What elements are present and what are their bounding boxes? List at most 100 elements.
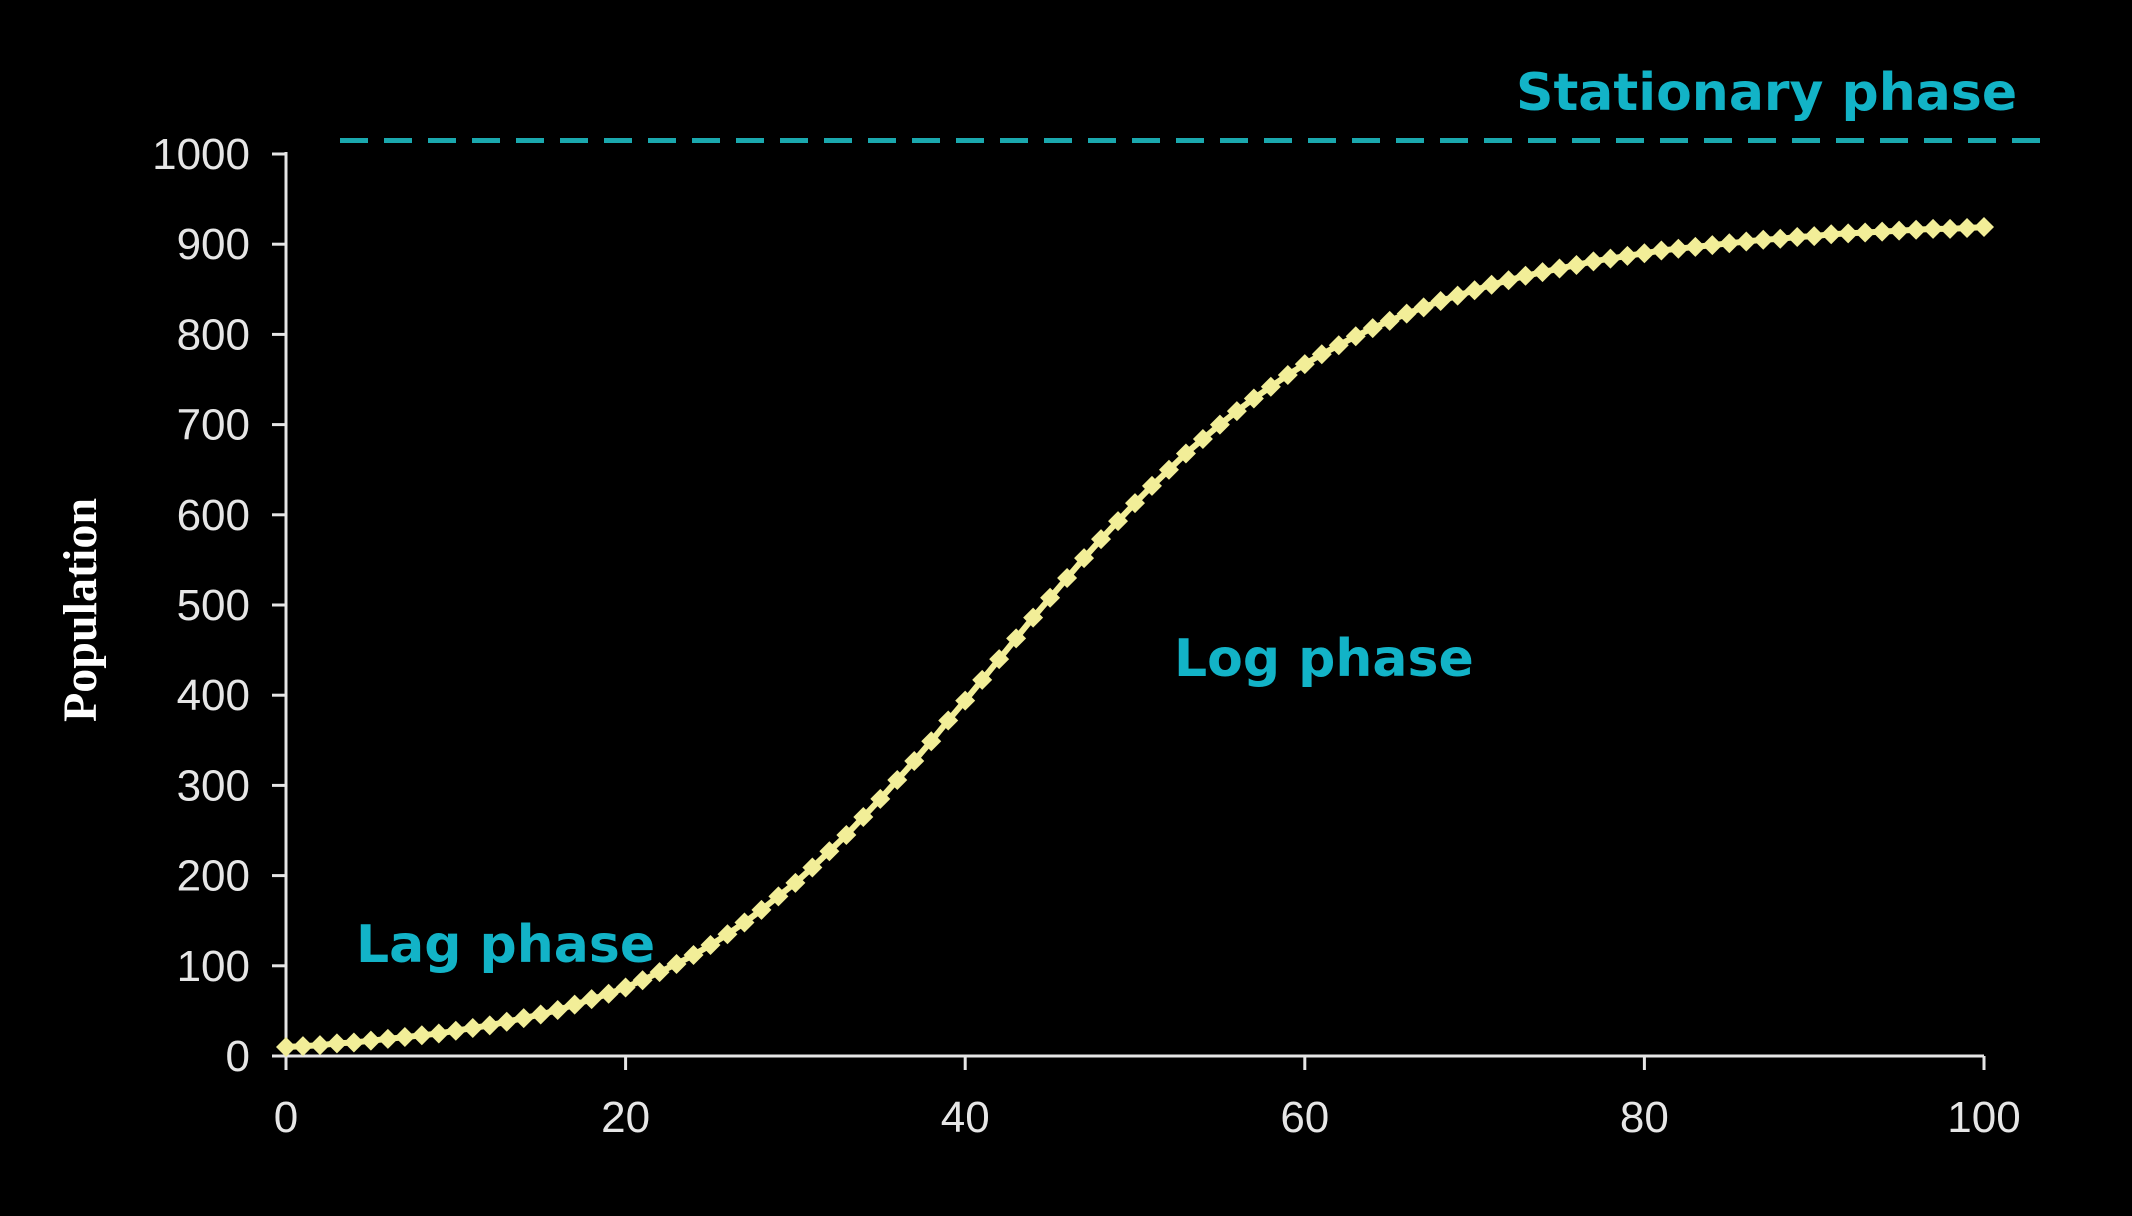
data-point [1226, 401, 1247, 422]
data-point [853, 806, 874, 827]
data-point [1702, 235, 1723, 256]
data-point [1277, 364, 1298, 385]
data-point [598, 983, 619, 1004]
data-point [1192, 429, 1213, 450]
x-tick-label: 40 [941, 1093, 990, 1142]
data-point [1209, 414, 1230, 435]
data-point [445, 1020, 466, 1041]
data-point [955, 690, 976, 711]
y-tick-label: 100 [177, 942, 250, 991]
data-point [1838, 223, 1859, 244]
data-point [411, 1025, 432, 1046]
data-point [632, 970, 653, 991]
data-point [1634, 243, 1655, 264]
data-point [1294, 354, 1315, 375]
data-point [309, 1035, 330, 1056]
data-point [1583, 251, 1604, 272]
data-point [1260, 376, 1281, 397]
data-point [547, 999, 568, 1020]
data-point [717, 924, 738, 945]
annotation-log-phase: Log phase [1174, 629, 1474, 689]
data-point [887, 769, 908, 790]
data-point [1006, 628, 1027, 649]
data-point [1243, 388, 1264, 409]
data-point [1464, 280, 1485, 301]
x-tick-label: 20 [601, 1093, 650, 1142]
data-point [1141, 475, 1162, 496]
y-tick-label: 0 [226, 1032, 250, 1081]
x-tick-label: 100 [1947, 1093, 2020, 1142]
y-axis-label: Population [54, 498, 107, 722]
data-point [1719, 233, 1740, 254]
data-point [1940, 218, 1961, 239]
ticks: 0 100 200 300 400 500 600 700 800 900 1000 0 20 40 60 8… [152, 130, 2021, 1142]
data-point [1685, 236, 1706, 257]
data-point [1108, 511, 1129, 532]
data-point [1855, 222, 1876, 243]
data-point [1430, 291, 1451, 312]
data-point [972, 669, 993, 690]
data-point [1821, 224, 1842, 245]
data-point [1379, 310, 1400, 331]
data-point [513, 1008, 534, 1029]
data-point [1396, 303, 1417, 324]
data-point [530, 1004, 551, 1025]
data-point [1600, 248, 1621, 269]
data-point [1872, 221, 1893, 242]
y-tick-label: 1000 [152, 130, 250, 179]
annotation-stationary-phase: Stationary phase [1516, 63, 2017, 123]
x-tick-label: 60 [1280, 1093, 1329, 1142]
data-point [1651, 240, 1672, 261]
data-point [1736, 231, 1757, 252]
data-point [1889, 220, 1910, 241]
data-point [1345, 326, 1366, 347]
data-point [1328, 335, 1349, 356]
data-point [938, 710, 959, 731]
data-point [394, 1027, 415, 1048]
data-point [1566, 254, 1587, 275]
data-point [428, 1023, 449, 1044]
data-point [462, 1018, 483, 1039]
y-tick-label: 500 [177, 581, 250, 630]
y-tick-label: 300 [177, 761, 250, 810]
data-point [734, 912, 755, 933]
y-tick-label: 800 [177, 310, 250, 359]
data-point [1311, 344, 1332, 365]
data-point [1753, 229, 1774, 250]
data-point [1362, 318, 1383, 339]
data-point [700, 935, 721, 956]
data-point [768, 886, 789, 907]
data-point [1125, 493, 1145, 514]
data-point [326, 1033, 347, 1054]
x-tick-label: 80 [1620, 1093, 1669, 1142]
data-point [802, 857, 823, 878]
data-point [683, 944, 704, 965]
data-point [1515, 265, 1536, 286]
data-point [904, 751, 925, 772]
data-point [1549, 258, 1570, 279]
data-point [360, 1030, 381, 1051]
y-tick-label: 900 [177, 220, 250, 269]
data-point [496, 1011, 517, 1032]
data-point [1091, 529, 1112, 550]
data-point [1481, 274, 1502, 295]
data-point [479, 1015, 500, 1036]
data-point [1023, 607, 1044, 628]
y-tick-label: 600 [177, 491, 250, 540]
data-point [1787, 226, 1808, 247]
data-point [1532, 262, 1553, 283]
data-point [1957, 217, 1978, 238]
data-point [870, 788, 891, 809]
data-point [1974, 217, 1994, 238]
data-point [564, 994, 585, 1015]
data-point [343, 1032, 364, 1053]
data-point [1617, 245, 1638, 266]
data-point [1498, 270, 1519, 291]
data-point [1906, 219, 1927, 240]
data-point [1158, 459, 1179, 480]
data-point [377, 1028, 398, 1049]
data-point [989, 649, 1010, 670]
data-point [1074, 548, 1095, 569]
